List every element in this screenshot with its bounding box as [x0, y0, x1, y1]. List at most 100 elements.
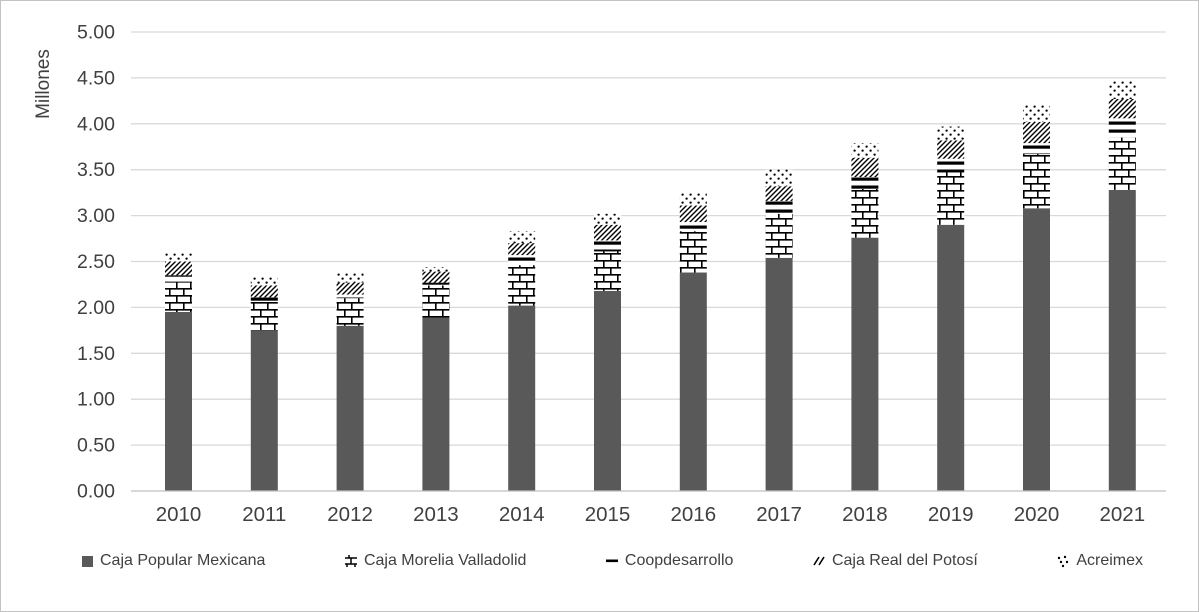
stacked-bar-chart: 0.00 0.50 1.00 1.50 2.00 2.50 3.00 3.50 4.00 4.50… — [33, 22, 1166, 526]
y-tick-label: 1.00 — [77, 389, 115, 411]
bar-segment — [250, 297, 278, 302]
bar-segment — [937, 126, 965, 141]
x-tick-label: 2010 — [156, 503, 202, 526]
bar-segment — [679, 272, 707, 491]
bar-segment — [937, 224, 965, 491]
bar-segment — [508, 305, 536, 491]
bar-segment — [594, 240, 621, 252]
bar-segment — [250, 301, 278, 331]
x-tick-label: 2018 — [842, 503, 888, 526]
bar-2018 — [851, 143, 879, 491]
x-tick-label: 2013 — [413, 503, 459, 526]
bar-segment — [250, 276, 278, 286]
bar-segment — [336, 298, 364, 326]
x-tick-label: 2014 — [499, 503, 545, 526]
gridlines — [131, 31, 1166, 446]
bar-segment — [937, 158, 965, 173]
y-tick-label: 2.00 — [77, 297, 115, 319]
solid-square-icon — [82, 555, 93, 567]
bar-segment — [422, 267, 450, 272]
dash-pattern-icon — [605, 559, 618, 563]
x-tick-label: 2011 — [242, 503, 286, 526]
bar-2011 — [250, 276, 278, 491]
y-tick-label: 3.00 — [77, 205, 115, 227]
bar-segment — [679, 205, 707, 223]
x-tick-label: 2017 — [756, 503, 802, 526]
x-tick-label: 2012 — [327, 503, 373, 526]
legend-label: Caja Real del Potosí — [831, 552, 978, 569]
bar-segment — [250, 330, 278, 491]
y-tick-label: 4.00 — [77, 113, 115, 135]
bar-2014 — [508, 231, 536, 491]
bar-segment — [765, 186, 793, 201]
y-axis-title: Millones — [33, 49, 54, 119]
bar-segment — [594, 290, 621, 491]
bar-segment — [679, 231, 707, 273]
x-tick-label: 2016 — [670, 503, 716, 526]
y-tick-label: 4.50 — [77, 67, 115, 89]
bar-segment — [851, 143, 879, 158]
bar-segment — [336, 294, 364, 299]
bar-segment — [851, 188, 879, 238]
bar-segment — [336, 325, 364, 491]
bars — [165, 80, 1136, 492]
bar-segment — [1108, 137, 1136, 190]
bar-segment — [165, 275, 192, 282]
bar-segment — [165, 311, 192, 491]
legend-label: Caja Morelia Valladolid — [363, 552, 527, 569]
y-axis-tick-labels: 0.00 0.50 1.00 1.50 2.00 2.50 3.00 3.50 4.00 4.50… — [77, 22, 115, 503]
bar-segment — [765, 213, 793, 258]
bar-segment — [1108, 80, 1136, 100]
bar-segment — [594, 251, 621, 291]
bar-segment — [508, 255, 536, 266]
bar-2015 — [594, 213, 621, 491]
bar-segment — [851, 237, 879, 491]
bar-segment — [165, 252, 192, 262]
dots-pattern-icon — [1058, 555, 1069, 568]
bar-2013 — [422, 267, 450, 491]
y-tick-label: 5.00 — [77, 22, 115, 44]
bar-segment — [851, 177, 879, 189]
bar-2017 — [765, 169, 793, 491]
bar-segment — [165, 281, 192, 312]
x-tick-label: 2020 — [1014, 503, 1060, 526]
y-tick-label: 1.50 — [77, 343, 115, 365]
bar-segment — [336, 273, 364, 283]
legend-item-caja-popular-mexicana: Caja Popular Mexicana — [81, 552, 265, 570]
bar-segment — [508, 231, 536, 244]
bar-segment — [1023, 121, 1050, 144]
bar-segment — [851, 157, 879, 178]
bar-segment — [1023, 105, 1050, 122]
bar-segment — [1023, 154, 1050, 209]
bar-segment — [594, 224, 621, 241]
legend-item-caja-real-del-potosi: Caja Real del Potosí — [812, 552, 978, 570]
bar-segment — [679, 192, 707, 206]
bar-segment — [250, 285, 278, 298]
bar-segment — [1108, 118, 1136, 138]
legend-label: Caja Popular Mexicana — [100, 552, 266, 569]
bar-segment — [765, 200, 793, 214]
bar-segment — [422, 271, 450, 283]
bar-segment — [765, 169, 793, 187]
bar-segment — [594, 213, 621, 225]
x-tick-label: 2019 — [928, 503, 974, 526]
bar-segment — [765, 257, 793, 491]
bar-segment — [336, 282, 364, 295]
bar-2012 — [336, 273, 364, 491]
bar-segment — [508, 265, 536, 306]
bar-segment — [679, 222, 707, 232]
legend: Caja Popular Mexicana Caja Morelia Valla… — [81, 552, 1143, 570]
legend-label: Acreimex — [1076, 552, 1143, 569]
bar-segment — [937, 140, 965, 159]
bar-segment — [1108, 189, 1136, 491]
bar-2019 — [937, 126, 965, 491]
bar-2020 — [1023, 105, 1050, 492]
bar-segment — [165, 261, 192, 276]
bar-segment — [1023, 143, 1050, 155]
bar-segment — [1023, 208, 1050, 492]
legend-item-caja-morelia-valladolid: Caja Morelia Valladolid — [344, 552, 526, 570]
bar-2021 — [1108, 80, 1136, 491]
y-tick-label: 2.50 — [77, 251, 115, 273]
legend-item-coopdesarrollo: Coopdesarrollo — [605, 552, 733, 570]
